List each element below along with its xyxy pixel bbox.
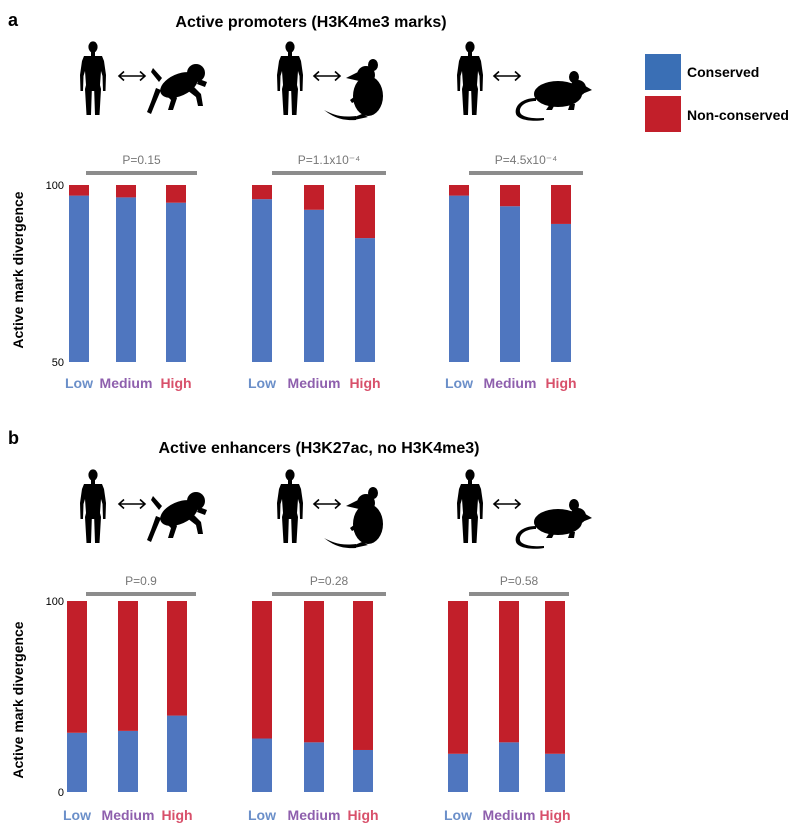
x-tick-label-medium: Medium xyxy=(483,807,536,823)
legend-swatch-non-conserved xyxy=(645,96,681,132)
double-arrow-icon xyxy=(493,70,521,82)
panel-b-title: Active enhancers (H3K27ac, no H3K4me3) xyxy=(158,440,479,457)
panel-a-species-row xyxy=(80,41,592,121)
double-arrow-icon xyxy=(118,498,146,510)
bar-non-conserved xyxy=(304,185,324,210)
bar-non-conserved xyxy=(118,601,138,731)
bar-conserved xyxy=(166,202,186,362)
bar-non-conserved xyxy=(67,601,87,733)
macaque-silhouette-icon xyxy=(147,64,207,114)
legend-label-non-conserved: Non-conserved xyxy=(687,107,789,123)
p-value-label: P=0.28 xyxy=(310,574,349,588)
bar-non-conserved xyxy=(69,185,89,196)
panel-a-ylabel: Active mark divergence xyxy=(10,191,26,348)
bar-conserved xyxy=(304,209,324,362)
bar-conserved xyxy=(448,753,468,792)
p-value-label: P=4.5x10⁻⁴ xyxy=(495,153,558,167)
x-tick-label-low: Low xyxy=(445,375,473,391)
panel-b-species-row xyxy=(80,469,592,549)
x-tick-label-low: Low xyxy=(248,807,276,823)
x-tick-label-low: Low xyxy=(63,807,91,823)
bar-conserved xyxy=(252,738,272,792)
bar-conserved xyxy=(304,742,324,792)
bar-conserved xyxy=(69,195,89,362)
panel-letter-a: a xyxy=(8,10,19,30)
bar-non-conserved xyxy=(116,185,136,198)
double-arrow-icon xyxy=(118,70,146,82)
x-tick-label-high: High xyxy=(539,807,570,823)
bar-non-conserved xyxy=(545,601,565,754)
bar-non-conserved xyxy=(304,601,324,743)
x-tick-label-low: Low xyxy=(248,375,276,391)
bar-conserved xyxy=(67,732,87,792)
human-silhouette-icon xyxy=(457,41,483,115)
y-tick-label: 0 xyxy=(58,787,64,799)
human-silhouette-icon xyxy=(277,469,303,543)
bar-conserved xyxy=(116,197,136,362)
x-tick-label-medium: Medium xyxy=(484,375,537,391)
x-tick-label-high: High xyxy=(545,375,576,391)
bar-non-conserved xyxy=(166,185,186,203)
bar-conserved xyxy=(118,730,138,792)
bar-conserved xyxy=(499,742,519,792)
panel-letter-b: b xyxy=(8,428,19,448)
bar-non-conserved xyxy=(252,185,272,200)
bar-non-conserved xyxy=(355,185,375,239)
double-arrow-icon xyxy=(313,70,341,82)
mouse-silhouette-icon xyxy=(515,499,592,549)
macaque-silhouette-icon xyxy=(147,492,207,542)
mouse-silhouette-icon xyxy=(515,71,592,121)
y-tick-label: 100 xyxy=(46,596,64,608)
p-value-label: P=0.15 xyxy=(122,153,161,167)
bar-conserved xyxy=(355,238,375,362)
bar-non-conserved xyxy=(448,601,468,754)
bar-non-conserved xyxy=(252,601,272,739)
x-tick-label-high: High xyxy=(161,807,192,823)
bar-conserved xyxy=(252,199,272,362)
bar-conserved xyxy=(545,753,565,792)
x-tick-label-medium: Medium xyxy=(288,807,341,823)
x-tick-label-high: High xyxy=(347,807,378,823)
x-tick-label-medium: Medium xyxy=(288,375,341,391)
bar-non-conserved xyxy=(449,185,469,196)
human-silhouette-icon xyxy=(277,41,303,115)
bar-non-conserved xyxy=(167,601,187,716)
bar-conserved xyxy=(551,223,571,362)
bar-non-conserved xyxy=(353,601,373,750)
bar-conserved xyxy=(353,749,373,792)
p-value-label: P=0.58 xyxy=(500,574,539,588)
x-tick-label-medium: Medium xyxy=(100,375,153,391)
p-value-label: P=0.9 xyxy=(125,574,157,588)
panel-b-ylabel: Active mark divergence xyxy=(10,621,26,778)
x-tick-label-low: Low xyxy=(65,375,93,391)
human-silhouette-icon xyxy=(80,41,106,115)
human-silhouette-icon xyxy=(80,469,106,543)
y-tick-label: 100 xyxy=(46,180,64,192)
double-arrow-icon xyxy=(493,498,521,510)
x-tick-label-high: High xyxy=(160,375,191,391)
double-arrow-icon xyxy=(313,498,341,510)
bar-non-conserved xyxy=(499,601,519,743)
legend: Conserved Non-conserved xyxy=(645,54,789,132)
bar-conserved xyxy=(167,715,187,792)
rat-silhouette-icon xyxy=(324,487,383,549)
panel-a-title: Active promoters (H3K4me3 marks) xyxy=(175,14,446,31)
y-tick-label: 50 xyxy=(52,357,64,369)
bar-conserved xyxy=(500,206,520,362)
p-value-label: P=1.1x10⁻⁴ xyxy=(298,153,361,167)
x-tick-label-high: High xyxy=(349,375,380,391)
bar-non-conserved xyxy=(500,185,520,207)
x-tick-label-low: Low xyxy=(444,807,472,823)
legend-label-conserved: Conserved xyxy=(687,64,759,80)
rat-silhouette-icon xyxy=(324,59,383,121)
bar-non-conserved xyxy=(551,185,571,224)
human-silhouette-icon xyxy=(457,469,483,543)
legend-swatch-conserved xyxy=(645,54,681,90)
x-tick-label-medium: Medium xyxy=(102,807,155,823)
bar-conserved xyxy=(449,195,469,362)
